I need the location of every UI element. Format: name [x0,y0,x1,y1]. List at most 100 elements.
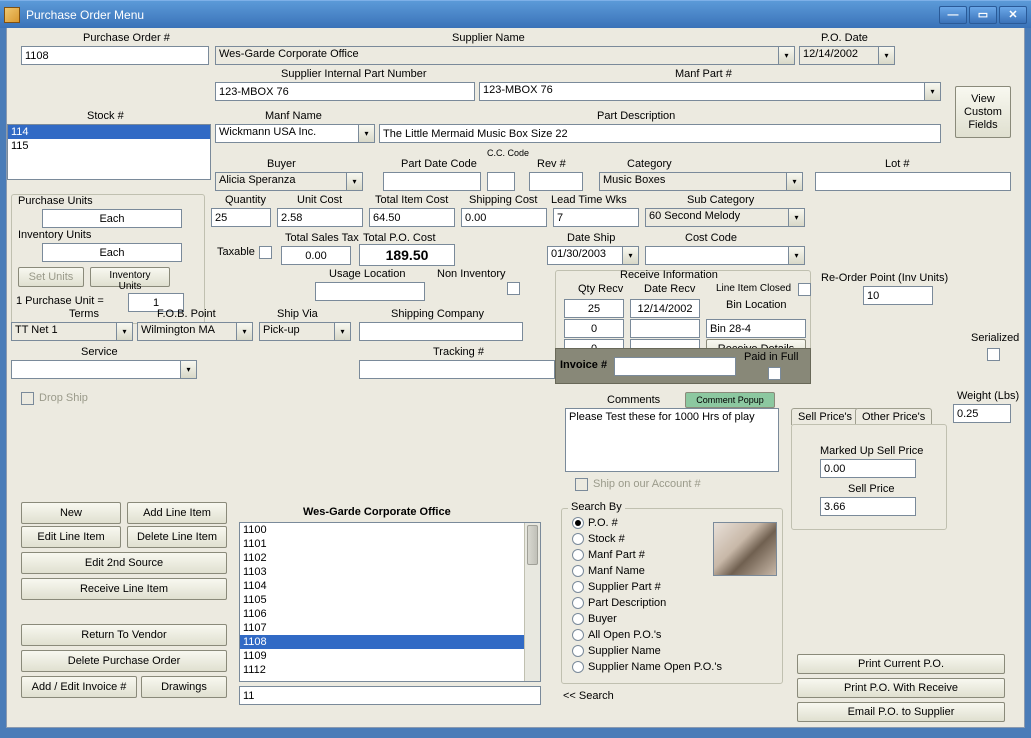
search-radio[interactable] [572,613,584,625]
taxable-checkbox[interactable] [259,246,272,259]
receive-line-item-button[interactable]: Receive Line Item [21,578,227,600]
supplier-name-select[interactable]: Wes-Garde Corporate Office [215,46,795,65]
po-list-item[interactable]: 1109 [240,649,540,663]
search-radio-label[interactable]: Part Description [588,597,666,609]
part-date-code-input[interactable] [383,172,481,191]
stock-listbox[interactable]: 114 115 [7,124,211,180]
stock-item[interactable]: 115 [8,139,210,153]
search-radio-label[interactable]: All Open P.O.'s [588,629,661,641]
shipping-cost-input[interactable] [461,208,547,227]
total-item-cost-input[interactable] [369,208,455,227]
return-to-vendor-button[interactable]: Return To Vendor [21,624,227,646]
email-po-supplier-button[interactable]: Email P.O. to Supplier [797,702,1005,722]
tracking-input[interactable] [359,360,555,379]
po-list-item[interactable]: 1103 [240,565,540,579]
search-radio[interactable] [572,597,584,609]
reorder-input[interactable] [863,286,933,305]
manf-name-dropdown-icon[interactable]: ▾ [358,125,374,142]
manf-part-dropdown-icon[interactable]: ▾ [924,83,940,100]
stock-item[interactable]: 114 [8,125,210,139]
po-list-item[interactable]: 1108 [240,635,540,649]
service-dropdown-icon[interactable]: ▾ [180,361,196,378]
lead-time-input[interactable] [553,208,639,227]
po-list-item[interactable]: 1101 [240,537,540,551]
comment-popup-button[interactable]: Comment Popup [685,392,775,408]
category-select[interactable]: Music Boxes [599,172,803,191]
qty-recv-1[interactable] [564,299,624,318]
sub-category-select[interactable]: 60 Second Melody [645,208,805,227]
view-custom-fields-button[interactable]: View Custom Fields [955,86,1011,138]
maximize-button[interactable]: ▭ [969,6,997,24]
part-desc-input[interactable] [379,124,941,143]
ship-on-account-checkbox[interactable] [575,478,588,491]
cc-code-input[interactable] [487,172,515,191]
search-back-label[interactable]: << Search [563,690,614,702]
lot-input[interactable] [815,172,1011,191]
unit-cost-input[interactable] [277,208,363,227]
po-list-item[interactable]: 1104 [240,579,540,593]
ship-via-dropdown-icon[interactable]: ▾ [334,323,350,340]
category-dropdown-icon[interactable]: ▾ [786,173,802,190]
add-line-item-button[interactable]: Add Line Item [127,502,227,524]
po-list-scrollbar-thumb[interactable] [527,525,538,565]
delete-line-item-button[interactable]: Delete Line Item [127,526,227,548]
weight-input[interactable] [953,404,1011,423]
drop-ship-checkbox[interactable] [21,392,34,405]
po-list-item[interactable]: 1100 [240,523,540,537]
search-radio-label[interactable]: P.O. # [588,517,618,529]
search-radio[interactable] [572,661,584,673]
po-filter-input[interactable] [239,686,541,705]
search-radio[interactable] [572,549,584,561]
po-list-item[interactable]: 1106 [240,607,540,621]
marked-up-input[interactable] [820,459,916,478]
search-radio[interactable] [572,533,584,545]
search-radio[interactable] [572,629,584,641]
search-radio[interactable] [572,565,584,577]
qty-recv-2[interactable] [564,319,624,338]
delete-po-button[interactable]: Delete Purchase Order [21,650,227,672]
manf-part-select[interactable]: 123-MBOX 76 [479,82,941,101]
other-prices-tab[interactable]: Other Price's [855,408,932,425]
date-ship-dropdown-icon[interactable]: ▾ [622,247,638,264]
quantity-input[interactable] [211,208,271,227]
inventory-units-input[interactable] [42,243,182,262]
usage-location-input[interactable] [315,282,425,301]
edit-2nd-source-button[interactable]: Edit 2nd Source [21,552,227,574]
add-edit-invoice-button[interactable]: Add / Edit Invoice # [21,676,137,698]
terms-dropdown-icon[interactable]: ▾ [116,323,132,340]
invoice-input[interactable] [614,357,736,376]
po-date-dropdown-icon[interactable]: ▾ [878,47,894,64]
new-button[interactable]: New [21,502,121,524]
sell-price-input[interactable] [820,497,916,516]
search-radio-label[interactable]: Manf Name [588,565,645,577]
search-radio[interactable] [572,581,584,593]
edit-line-item-button[interactable]: Edit Line Item [21,526,121,548]
search-radio[interactable] [572,645,584,657]
sub-category-dropdown-icon[interactable]: ▾ [788,209,804,226]
close-button[interactable]: ✕ [999,6,1027,24]
po-list-item[interactable]: 1102 [240,551,540,565]
cost-code-dropdown-icon[interactable]: ▾ [788,247,804,264]
sipn-input[interactable] [215,82,475,101]
search-radio[interactable] [572,517,584,529]
sell-prices-tab[interactable]: Sell Price's [791,408,859,425]
date-recv-2[interactable] [630,319,700,338]
paid-in-full-checkbox[interactable] [768,367,781,380]
search-radio-label[interactable]: Stock # [588,533,625,545]
set-units-button[interactable]: Set Units [18,267,84,287]
service-select[interactable] [11,360,197,379]
po-list-item[interactable]: 1105 [240,593,540,607]
search-radio-label[interactable]: Buyer [588,613,617,625]
comments-textarea[interactable]: Please Test these for 1000 Hrs of play [565,408,779,472]
buyer-dropdown-icon[interactable]: ▾ [346,173,362,190]
rev-input[interactable] [529,172,583,191]
supplier-name-dropdown-icon[interactable]: ▾ [778,47,794,64]
po-list-item[interactable]: 1107 [240,621,540,635]
total-po-cost-input[interactable] [359,244,455,266]
serialized-checkbox[interactable] [987,348,1000,361]
line-item-closed-checkbox[interactable] [798,283,811,296]
shipping-company-input[interactable] [359,322,523,341]
print-current-po-button[interactable]: Print Current P.O. [797,654,1005,674]
search-radio-label[interactable]: Supplier Name [588,645,661,657]
po-number-input[interactable] [21,46,209,65]
